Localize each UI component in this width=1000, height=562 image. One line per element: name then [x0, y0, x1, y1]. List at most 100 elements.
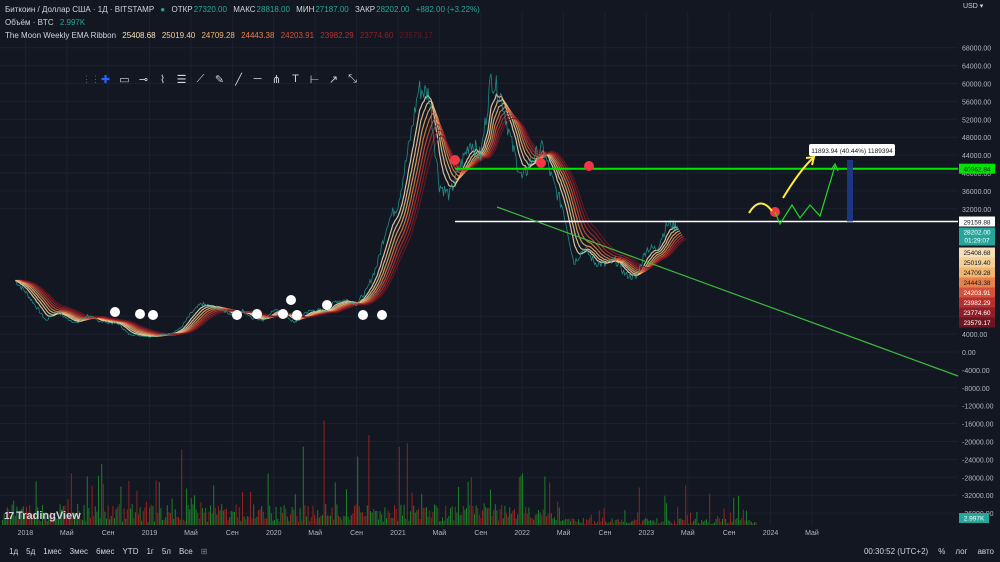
volume-bar: [226, 508, 227, 525]
volume-bar: [365, 516, 367, 525]
volume-bar: [341, 519, 343, 525]
date-range-icon[interactable]: ⊞: [200, 547, 208, 556]
volume-bar: [493, 509, 495, 525]
arrow-icon[interactable]: ↗: [328, 73, 339, 86]
volume-bar: [8, 509, 10, 525]
gann-fan-icon[interactable]: ⟋: [196, 72, 205, 85]
y-tick-label: -16000.00: [962, 422, 994, 429]
ema-tag-bg: [959, 297, 995, 308]
tradingview-logo[interactable]: 17 TradingView: [4, 510, 81, 522]
timeframe-5y[interactable]: 5л: [161, 547, 171, 556]
projection-icon[interactable]: ⊢: [309, 73, 320, 86]
volume-bar: [664, 495, 666, 525]
volume-bar: [168, 512, 170, 525]
cross-icon[interactable]: ✚: [100, 73, 111, 86]
log-toggle[interactable]: лог: [955, 547, 968, 556]
timeframe-6m[interactable]: 6мес: [96, 547, 115, 556]
volume-bar: [722, 518, 723, 525]
volume-bar: [712, 523, 714, 525]
ruler-icon[interactable]: ⤡: [348, 72, 357, 85]
x-tick-label: 2024: [763, 530, 779, 537]
volume-bar: [194, 495, 195, 525]
text-icon[interactable]: T: [292, 73, 299, 85]
percent-toggle[interactable]: %: [938, 547, 946, 556]
volume-bar: [651, 520, 653, 525]
indicator-name[interactable]: The Moon Weekly EMA Ribbon: [5, 31, 117, 40]
x-tick-label: Май: [60, 529, 74, 537]
volume-bar: [370, 511, 371, 525]
auto-toggle[interactable]: авто: [977, 547, 994, 556]
volume-bar: [576, 522, 578, 525]
volume-bar: [486, 508, 488, 525]
volume-bar: [216, 514, 218, 525]
indicator-value: 23774.60: [359, 31, 394, 40]
volume-bar: [645, 517, 647, 525]
volume-label[interactable]: Объём · BTC: [5, 18, 54, 27]
volume-bar: [318, 517, 320, 525]
pitchfork-icon[interactable]: ⋔: [271, 73, 282, 86]
volume-bar: [693, 520, 695, 525]
x-tick-label: Сен: [599, 530, 612, 537]
volume-bar: [597, 521, 599, 525]
trend-line-icon[interactable]: ╱: [235, 73, 242, 86]
marker-white: [286, 295, 296, 305]
volume-bar: [752, 523, 754, 525]
ema-tag: 23982.29: [963, 300, 990, 307]
volume-bar: [214, 507, 216, 525]
volume-bar: [502, 518, 504, 525]
path-icon[interactable]: ⌇: [159, 73, 166, 86]
timeframe-all[interactable]: Все: [178, 547, 193, 556]
marker-white: [322, 300, 332, 310]
volume-bar: [726, 523, 728, 525]
volume-bar: [418, 508, 419, 525]
x-tick-label: Май: [432, 529, 446, 537]
grip-icon[interactable]: ⋮⋮: [82, 73, 100, 84]
volume-bar: [234, 512, 235, 525]
horizontal-line-icon[interactable]: ─: [253, 73, 262, 85]
x-tick-label: Сен: [474, 530, 487, 537]
horizontal-ray-icon[interactable]: ⊸: [138, 73, 149, 86]
yellow-arrow-head: [805, 155, 816, 166]
timeframe-1m[interactable]: 1мес: [43, 547, 62, 556]
volume-bar: [13, 500, 15, 525]
volume-bar: [717, 516, 719, 525]
volume-bar: [50, 512, 51, 525]
volume-bar: [560, 520, 562, 525]
fib-retracement-icon[interactable]: ☰: [176, 73, 187, 86]
clock[interactable]: 00:30:52 (UTC+2): [863, 547, 929, 556]
timeframe-1d[interactable]: 1д: [9, 547, 19, 556]
volume-bar: [94, 506, 96, 525]
marker-white: [252, 309, 262, 319]
timeframe-ytd[interactable]: YTD: [122, 547, 139, 556]
symbol-title[interactable]: Биткоин / Доллар США · 1Д · BITSTAMP: [5, 5, 155, 14]
volume-bar: [165, 517, 167, 525]
timeframe-5d[interactable]: 5д: [26, 547, 36, 556]
timeframe-3m[interactable]: 3мес: [69, 547, 89, 556]
volume-bar: [296, 515, 298, 525]
ema-line: [19, 109, 683, 336]
chart-grid: [0, 12, 958, 525]
volume-bar: [603, 508, 605, 525]
volume-bar: [456, 512, 458, 525]
volume-bar: [235, 504, 237, 525]
marker-white: [148, 310, 158, 320]
rectangle-icon[interactable]: ▭: [119, 73, 130, 86]
volume-bar: [686, 514, 688, 525]
x-tick-label: Май: [805, 529, 819, 537]
brush-icon[interactable]: ✎: [214, 73, 225, 86]
volume-bar: [262, 511, 264, 525]
volume-bar: [616, 519, 618, 525]
volume-bar: [725, 519, 727, 525]
volume-bar: [301, 520, 303, 525]
volume-bar: [307, 506, 309, 525]
volume-bar: [181, 449, 183, 525]
volume-bar: [182, 519, 184, 525]
volume-bar: [2, 519, 3, 525]
timeframe-1y[interactable]: 1г: [146, 547, 154, 556]
volume-bar: [200, 502, 202, 525]
volume-bar: [554, 517, 555, 525]
indicator-value: 24203.91: [280, 31, 315, 40]
volume-bar: [312, 505, 314, 525]
y-tick-label: 60000.00: [962, 82, 991, 89]
